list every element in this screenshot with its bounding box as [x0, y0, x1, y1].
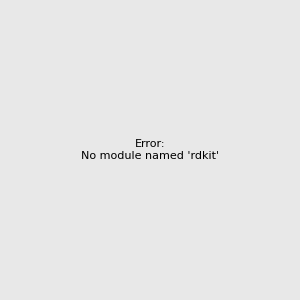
- Text: Error:
No module named 'rdkit': Error: No module named 'rdkit': [81, 139, 219, 161]
